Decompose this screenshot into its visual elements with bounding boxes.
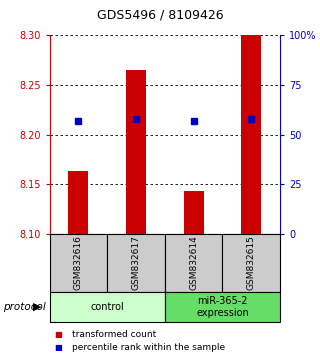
- Text: GSM832615: GSM832615: [247, 235, 256, 290]
- Bar: [241, 35, 261, 234]
- Text: transformed count: transformed count: [72, 330, 156, 339]
- Text: ■: ■: [54, 343, 62, 352]
- Bar: [50, 234, 107, 292]
- Bar: [165, 234, 222, 292]
- Text: percentile rank within the sample: percentile rank within the sample: [72, 343, 225, 352]
- Bar: [126, 70, 146, 234]
- Text: GSM832614: GSM832614: [189, 235, 198, 290]
- Bar: [222, 234, 280, 292]
- Text: protocol: protocol: [3, 302, 46, 312]
- Text: miR-365-2
expression: miR-365-2 expression: [196, 296, 249, 318]
- Bar: [68, 171, 88, 234]
- Bar: [184, 191, 204, 234]
- Text: ▶: ▶: [33, 302, 41, 312]
- Text: GDS5496 / 8109426: GDS5496 / 8109426: [97, 9, 223, 22]
- Bar: [165, 292, 280, 322]
- Text: ■: ■: [54, 330, 62, 339]
- Bar: [107, 234, 165, 292]
- Text: control: control: [90, 302, 124, 312]
- Bar: [50, 292, 165, 322]
- Text: GSM832616: GSM832616: [74, 235, 83, 290]
- Text: GSM832617: GSM832617: [132, 235, 140, 290]
